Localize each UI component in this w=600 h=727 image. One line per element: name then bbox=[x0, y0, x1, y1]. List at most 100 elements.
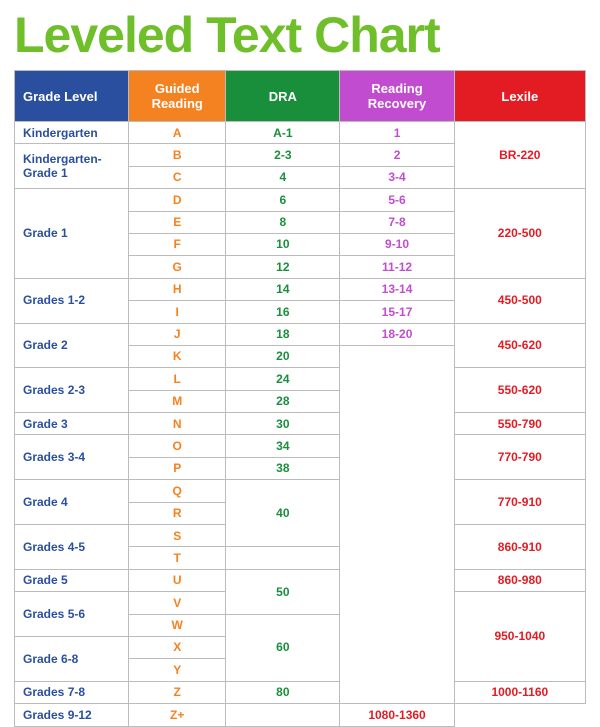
dra-cell: 60 bbox=[226, 614, 340, 681]
reading-recovery-cell: 5-6 bbox=[340, 189, 454, 211]
guided-reading-cell: X bbox=[129, 636, 226, 658]
guided-reading-cell: Y bbox=[129, 659, 226, 681]
table-row: Grades 7-8Z801000-1160 bbox=[15, 681, 586, 703]
dra-cell: 16 bbox=[226, 301, 340, 323]
lexile-cell: BR-220 bbox=[454, 122, 585, 189]
col-header-grade: Grade Level bbox=[15, 71, 129, 122]
grade-cell: Grade 2 bbox=[15, 323, 129, 368]
lexile-cell: 450-620 bbox=[454, 323, 585, 368]
lexile-cell: 1000-1160 bbox=[454, 681, 585, 703]
grade-cell: Grade 4 bbox=[15, 480, 129, 525]
table-row: Grades 1-2H1413-14450-500 bbox=[15, 278, 586, 300]
col-header-dra: DRA bbox=[226, 71, 340, 122]
table-row: Grade 3N30 550-790 bbox=[15, 413, 586, 435]
grade-cell: Kindergarten bbox=[15, 122, 129, 144]
chart-title: Leveled Text Chart bbox=[14, 10, 586, 60]
dra-cell bbox=[226, 704, 340, 726]
guided-reading-cell: I bbox=[129, 301, 226, 323]
table-row: Grade 5U50860-980 bbox=[15, 569, 586, 591]
reading-recovery-cell: 3-4 bbox=[340, 166, 454, 188]
col-header-lexile: Lexile bbox=[454, 71, 585, 122]
grade-cell: Grades 1-2 bbox=[15, 278, 129, 323]
guided-reading-cell: S bbox=[129, 525, 226, 547]
guided-reading-cell: W bbox=[129, 614, 226, 636]
dra-cell: 28 bbox=[226, 390, 340, 412]
guided-reading-cell: E bbox=[129, 211, 226, 233]
lexile-cell: 860-910 bbox=[454, 525, 585, 570]
lexile-cell: 950-1040 bbox=[454, 592, 585, 682]
grade-cell: Grades 9-12 bbox=[15, 704, 129, 726]
guided-reading-cell: N bbox=[129, 413, 226, 435]
guided-reading-cell: K bbox=[129, 345, 226, 367]
reading-recovery-cell: 15-17 bbox=[340, 301, 454, 323]
guided-reading-cell: M bbox=[129, 390, 226, 412]
leveled-text-table: Grade Level Guided Reading DRA Reading R… bbox=[14, 70, 586, 727]
table-row: Grade 2J1818-20450-620 bbox=[15, 323, 586, 345]
col-header-reading-recovery: Reading Recovery bbox=[340, 71, 454, 122]
guided-reading-cell: B bbox=[129, 144, 226, 166]
dra-cell: 6 bbox=[226, 189, 340, 211]
reading-recovery-cell: 9-10 bbox=[340, 233, 454, 255]
grade-cell: Grades 2-3 bbox=[15, 368, 129, 413]
dra-cell: 20 bbox=[226, 345, 340, 367]
grade-cell: Grade 1 bbox=[15, 189, 129, 279]
lexile-cell: 1080-1360 bbox=[340, 704, 454, 726]
guided-reading-cell: O bbox=[129, 435, 226, 457]
dra-cell: 2-3 bbox=[226, 144, 340, 166]
dra-cell: 8 bbox=[226, 211, 340, 233]
guided-reading-cell: J bbox=[129, 323, 226, 345]
guided-reading-cell: U bbox=[129, 569, 226, 591]
dra-cell: 12 bbox=[226, 256, 340, 278]
reading-recovery-cell: 2 bbox=[340, 144, 454, 166]
col-header-guided-reading: Guided Reading bbox=[129, 71, 226, 122]
guided-reading-cell: G bbox=[129, 256, 226, 278]
grade-cell: Grade 3 bbox=[15, 413, 129, 435]
grade-cell: Grades 4-5 bbox=[15, 525, 129, 570]
guided-reading-cell: C bbox=[129, 166, 226, 188]
table-header-row: Grade Level Guided Reading DRA Reading R… bbox=[15, 71, 586, 122]
table-row: Grade 1D65-6220-500 bbox=[15, 189, 586, 211]
guided-reading-cell: P bbox=[129, 457, 226, 479]
guided-reading-cell: T bbox=[129, 547, 226, 569]
lexile-cell: 860-980 bbox=[454, 569, 585, 591]
guided-reading-cell: R bbox=[129, 502, 226, 524]
table-row: KindergartenAA-11BR-220 bbox=[15, 122, 586, 144]
table-row: Grades 9-12Z+ 1080-1360 bbox=[15, 704, 586, 726]
dra-cell: 80 bbox=[226, 681, 340, 703]
reading-recovery-cell bbox=[340, 345, 454, 703]
table-row: Grade 4Q40770-910 bbox=[15, 480, 586, 502]
lexile-cell: 770-910 bbox=[454, 480, 585, 525]
lexile-cell: 450-500 bbox=[454, 278, 585, 323]
table-row: Grades 3-4O34770-790 bbox=[15, 435, 586, 457]
lexile-cell: 220-500 bbox=[454, 189, 585, 279]
dra-cell: A-1 bbox=[226, 122, 340, 144]
lexile-cell: 550-620 bbox=[454, 368, 585, 413]
grade-cell: Grades 3-4 bbox=[15, 435, 129, 480]
dra-cell: 10 bbox=[226, 233, 340, 255]
table-row: Grades 2-3L24550-620 bbox=[15, 368, 586, 390]
reading-recovery-cell: 7-8 bbox=[340, 211, 454, 233]
dra-cell: 40 bbox=[226, 480, 340, 547]
guided-reading-cell: H bbox=[129, 278, 226, 300]
grade-cell: Grade 6-8 bbox=[15, 636, 129, 681]
lexile-cell: 550-790 bbox=[454, 413, 585, 435]
reading-recovery-cell: 13-14 bbox=[340, 278, 454, 300]
guided-reading-cell: Q bbox=[129, 480, 226, 502]
guided-reading-cell: D bbox=[129, 189, 226, 211]
lexile-cell: 770-790 bbox=[454, 435, 585, 480]
reading-recovery-cell: 18-20 bbox=[340, 323, 454, 345]
dra-cell: 50 bbox=[226, 569, 340, 614]
reading-recovery-cell: 1 bbox=[340, 122, 454, 144]
grade-cell: Grades 5-6 bbox=[15, 592, 129, 637]
reading-recovery-cell: 11-12 bbox=[340, 256, 454, 278]
grade-cell: Grade 5 bbox=[15, 569, 129, 591]
dra-cell: 30 bbox=[226, 413, 340, 435]
dra-cell: 4 bbox=[226, 166, 340, 188]
guided-reading-cell: Z+ bbox=[129, 704, 226, 726]
dra-cell: 38 bbox=[226, 457, 340, 479]
dra-cell: 34 bbox=[226, 435, 340, 457]
guided-reading-cell: F bbox=[129, 233, 226, 255]
guided-reading-cell: A bbox=[129, 122, 226, 144]
guided-reading-cell: V bbox=[129, 592, 226, 614]
dra-cell: 14 bbox=[226, 278, 340, 300]
